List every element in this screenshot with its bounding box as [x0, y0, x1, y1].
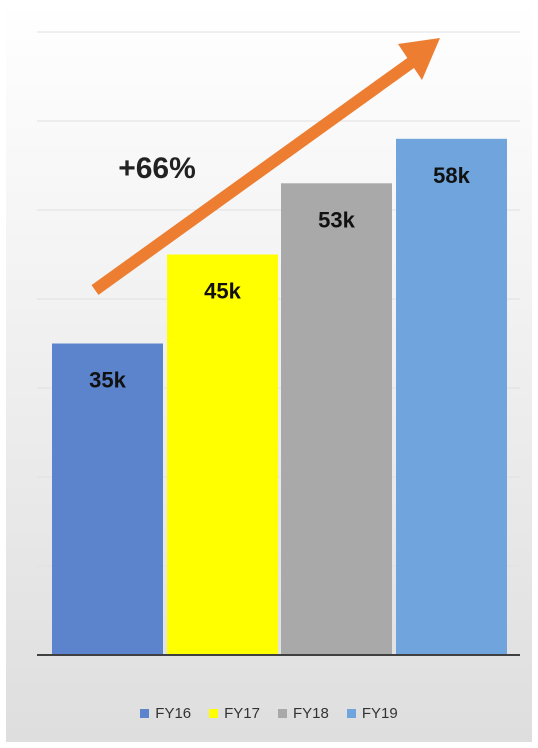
- growth-arrow-head: [398, 38, 440, 80]
- legend-swatch: [278, 708, 287, 718]
- legend-item-fy16: FY16: [140, 705, 191, 722]
- growth-annotation: +66%: [91, 38, 440, 295]
- data-label-fy16: 35k: [89, 368, 126, 393]
- legend-item-fy17: FY17: [209, 705, 260, 722]
- legend-swatch: [209, 708, 219, 718]
- legend-swatch: [140, 708, 150, 718]
- bar-fy19: [396, 138, 507, 656]
- legend-label: FY19: [361, 704, 398, 722]
- legend-label: FY17: [224, 704, 260, 722]
- data-label-fy17: 45k: [204, 279, 241, 304]
- legend: FY16 FY17 FY18 FY19: [0, 698, 538, 728]
- bar-fy17: [167, 254, 278, 655]
- bar-fy16: [52, 343, 163, 655]
- legend-item-fy18: FY18: [278, 705, 329, 722]
- growth-arrow-shaft: [91, 57, 416, 295]
- legend-item-fy19: FY19: [346, 704, 398, 722]
- legend-label: FY16: [155, 704, 192, 722]
- data-label-fy18: 53k: [318, 207, 355, 232]
- bars: [52, 138, 507, 656]
- bar-fy18: [281, 183, 392, 656]
- data-label-fy19: 58k: [433, 163, 470, 188]
- data-labels: 35k 45k 53k 58k: [89, 163, 470, 393]
- growth-annotation-text: +66%: [118, 152, 196, 185]
- legend-swatch: [346, 708, 356, 718]
- legend-label: FY18: [293, 704, 329, 722]
